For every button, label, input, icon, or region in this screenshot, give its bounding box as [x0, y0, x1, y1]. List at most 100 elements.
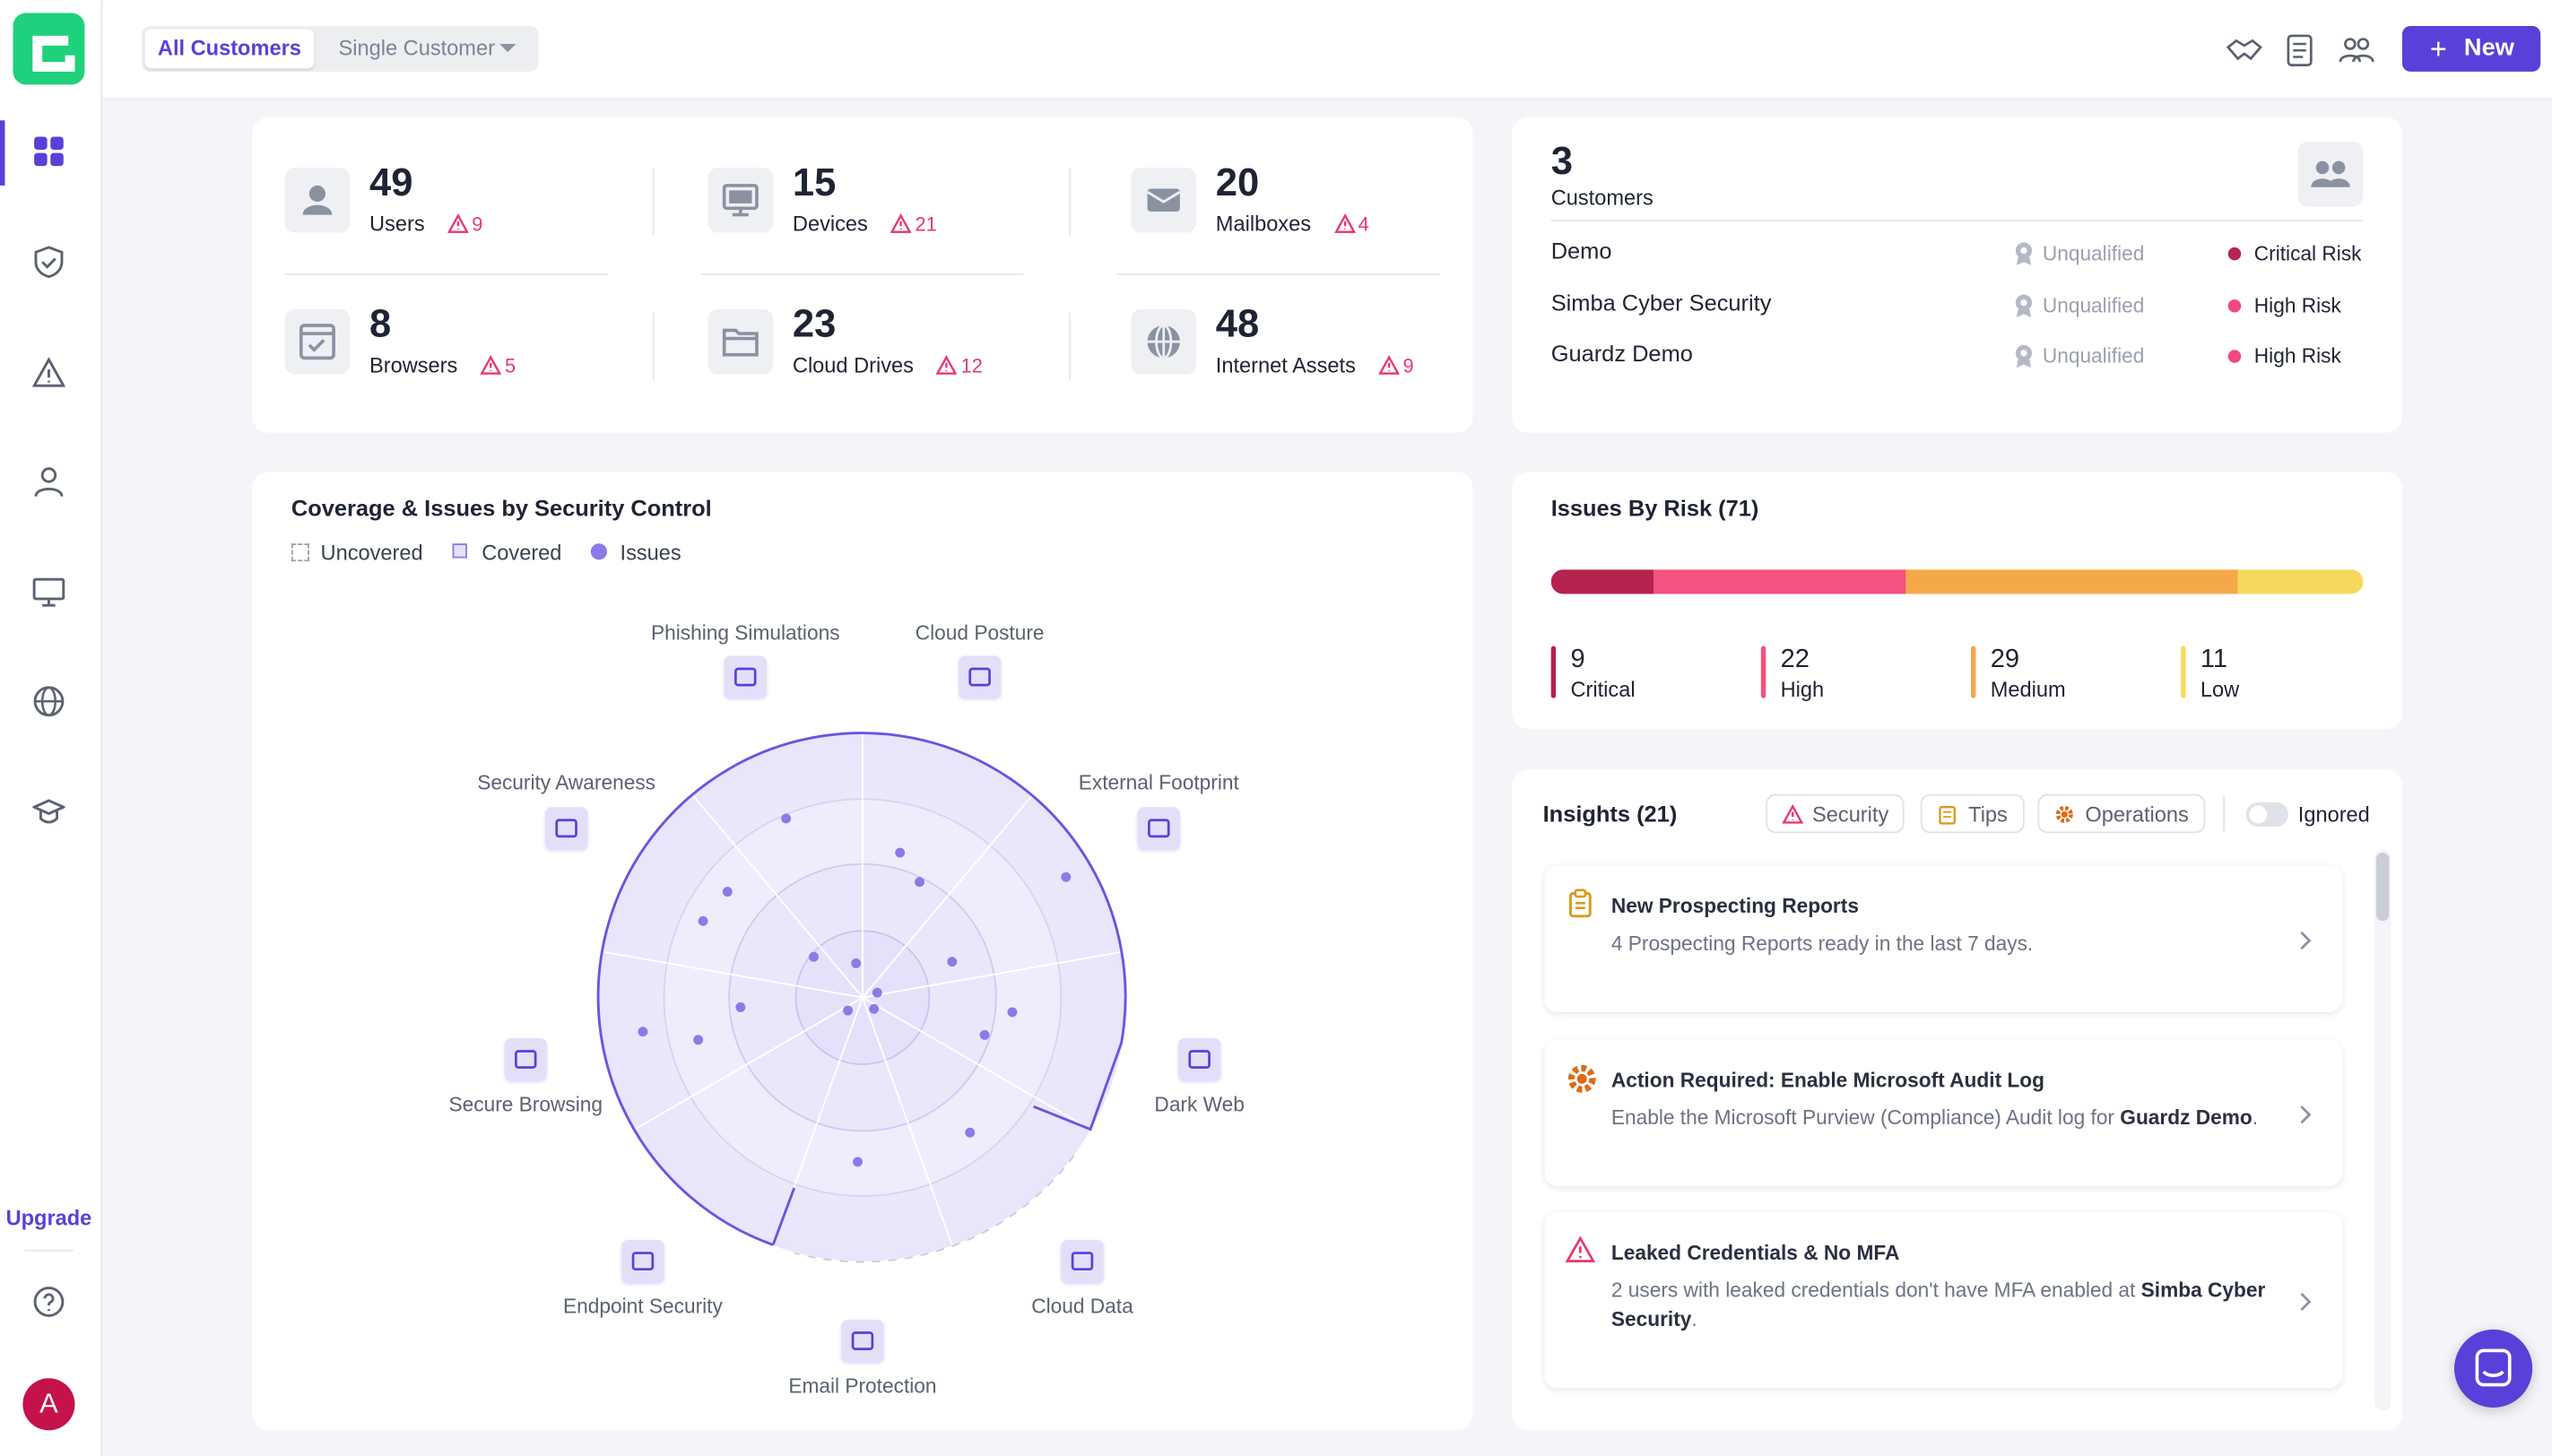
control-label: Security Awareness [477, 771, 656, 794]
asset-label: Devices [792, 211, 868, 237]
asset-icon [1131, 308, 1197, 375]
insight-card[interactable]: Action Required: Enable Microsoft Audit … [1544, 1039, 2342, 1187]
risk-card [1512, 472, 2402, 730]
risk-marker [1970, 646, 1976, 698]
alert-icon-glyph [1333, 213, 1356, 233]
tab-single[interactable]: Single Customer [338, 35, 495, 61]
asset-alert: 5 [480, 354, 516, 377]
asset-label: Internet Assets [1215, 352, 1356, 378]
nav-security[interactable] [32, 246, 65, 279]
reports-icon[interactable] [2285, 34, 2314, 66]
asset-meta: Users 9 [369, 212, 482, 236]
insight-filter[interactable]: Security [1766, 793, 1905, 834]
customers-glyph [2311, 160, 2350, 187]
control-icon [724, 655, 767, 698]
asset-icon [284, 167, 351, 233]
nav-alerts[interactable] [32, 356, 65, 388]
radar [596, 732, 1127, 1263]
divider [701, 273, 1024, 275]
chat-launcher[interactable] [2454, 1329, 2533, 1408]
customers-count: 3 [1550, 140, 1573, 185]
nav-dashboard[interactable] [32, 135, 65, 168]
legend-issues: Issues [620, 540, 681, 565]
tab-all[interactable]: All Customers [144, 29, 315, 69]
insight-card[interactable]: New Prospecting Reports 4 Prospecting Rep… [1544, 865, 2342, 1012]
control-icon-glyph [631, 1252, 655, 1271]
alert-icon [890, 213, 913, 235]
customer-name[interactable]: Guardz Demo [1550, 340, 1693, 367]
control-label: External Footprint [1078, 771, 1239, 794]
asset-meta: Cloud Drives 12 [793, 353, 983, 377]
asset-meta: Devices 21 [793, 212, 937, 236]
risk-marker [1760, 646, 1766, 698]
ignored-toggle[interactable] [2245, 802, 2288, 828]
risk-label: High [1780, 677, 1825, 702]
insight-card[interactable]: Leaked Credentials & No MFA 2 users with … [1544, 1212, 2342, 1389]
logo-glyph [32, 35, 75, 72]
new-label: New [2463, 34, 2514, 62]
asset-alert-count: 9 [472, 212, 483, 236]
asset-icon [707, 167, 774, 233]
nav-awareness[interactable] [32, 796, 65, 828]
customer-name[interactable]: Simba Cyber Security [1550, 289, 1772, 316]
legend-swatch-uncovered [291, 543, 309, 562]
help-icon[interactable] [32, 1286, 65, 1318]
nav-users[interactable] [32, 465, 65, 498]
status-icon [2013, 292, 2035, 317]
status-icon-glyph [2015, 242, 2033, 265]
insight-title: Leaked Credentials & No MFA [1610, 1241, 1900, 1265]
customers-icon [2297, 141, 2364, 207]
asset-count: 23 [792, 302, 837, 347]
risk-marker [1550, 646, 1557, 698]
asset-alert-count: 4 [1358, 212, 1369, 236]
risk-label: Medium [1990, 677, 2066, 702]
customer-status: Unqualified [2042, 293, 2145, 317]
chevron [2298, 1104, 2312, 1124]
divider [1069, 167, 1072, 237]
new-button[interactable]: + New [2401, 26, 2541, 72]
insight-icon-glyph [1567, 1064, 1596, 1093]
legend-swatch-covered [452, 543, 467, 559]
alert-icon [936, 354, 959, 377]
issue-dots [638, 813, 1072, 1167]
customer-risk: High Risk [2253, 344, 2341, 368]
partners-icon[interactable] [2226, 34, 2262, 66]
asset-label: Cloud Drives [792, 352, 914, 378]
alert-icon [1378, 354, 1401, 377]
insight-icon-glyph [1569, 888, 1592, 918]
avatar[interactable]: A [22, 1378, 75, 1431]
control-icon [545, 807, 588, 850]
asset-alert-count: 12 [960, 353, 983, 377]
insight-text-end: . [2252, 1106, 2259, 1130]
risk-dot [2227, 247, 2242, 261]
divider [1116, 273, 1441, 275]
customer-name[interactable]: Demo [1550, 237, 1612, 264]
filter-icon [1938, 803, 1959, 825]
control-label: Cloud Data [1031, 1295, 1133, 1319]
active-indicator [0, 120, 5, 186]
control-icon [1137, 807, 1180, 850]
coverage-title: Coverage & Issues by Security Control [291, 494, 712, 521]
control-icon [841, 1319, 884, 1363]
control-label: Email Protection [788, 1374, 937, 1399]
logo[interactable] [13, 13, 85, 85]
risk-segment [1550, 569, 1654, 594]
asset-icon-glyph [1147, 324, 1180, 360]
risk-segment [1654, 569, 1906, 594]
divider [2223, 795, 2226, 832]
status-icon-glyph [2015, 344, 2033, 368]
team-icon[interactable] [2339, 34, 2374, 66]
asset-alert: 12 [936, 353, 983, 377]
nav-devices[interactable] [32, 576, 65, 609]
nav-internet[interactable] [32, 685, 65, 717]
upgrade-link[interactable]: Upgrade [5, 1205, 92, 1231]
risk-segment [2237, 569, 2364, 594]
insight-filter[interactable]: Tips [1920, 793, 2025, 834]
plus-icon: + [2429, 32, 2447, 65]
customer-risk: Critical Risk [2253, 242, 2362, 265]
divider [1550, 220, 2364, 221]
insight-filter[interactable]: Operations [2037, 793, 2206, 834]
control-label: Dark Web [1154, 1093, 1245, 1117]
risk-count: 9 [1570, 646, 1585, 674]
risk-count: 29 [1990, 646, 2020, 674]
